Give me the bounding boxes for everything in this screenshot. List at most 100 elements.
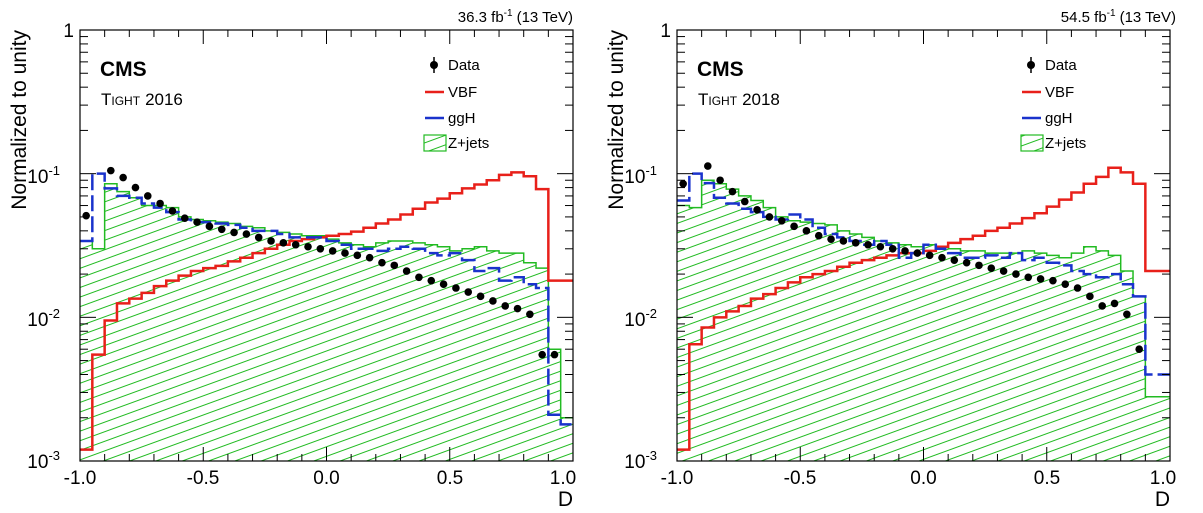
y-axis-title-left: Normalized to unity [8, 30, 31, 210]
legend-entry-data: Data [1027, 57, 1077, 74]
zjets-outline-right [677, 179, 1170, 398]
data-point [538, 350, 546, 359]
data-point [1135, 345, 1143, 354]
lumi-label-left: 36.3 fb-1 (13 TeV) [458, 8, 573, 26]
data-point [439, 280, 448, 289]
data-point [802, 227, 811, 235]
x-tick-label: 0.5 [437, 468, 463, 489]
plot-area-left [80, 166, 573, 461]
data-point [390, 261, 399, 270]
data-point [131, 183, 140, 192]
data-point [476, 292, 485, 301]
data-point [353, 251, 362, 260]
data-point [193, 218, 201, 226]
data-point [901, 247, 909, 255]
panel-left: 36.3 fb-1 (13 TeV) 1 10-1 10-2 10-3 -1.0 … [8, 8, 576, 511]
ggh-histogram-left [80, 172, 573, 426]
data-point [291, 240, 300, 249]
y-tick-labels-left: 1 10-1 10-2 10-3 [27, 21, 74, 473]
data-point [962, 258, 971, 267]
data-point [1110, 299, 1119, 308]
data-point [365, 253, 374, 262]
data-point [526, 310, 534, 319]
data-point [864, 240, 872, 249]
data-point [230, 228, 238, 237]
data-point [304, 242, 312, 251]
data-point [814, 231, 823, 240]
legend-label-data: Data [1045, 57, 1077, 74]
legend-right: Data VBF ggH Z+jets [1020, 57, 1086, 152]
data-point [679, 180, 687, 188]
data-point [156, 199, 164, 208]
legend-entry-ggh: ggH [1022, 110, 1073, 127]
plot-area-right [677, 162, 1170, 461]
data-point [267, 237, 275, 245]
data-point [999, 267, 1008, 275]
legend-label-vbf: VBF [448, 84, 477, 101]
data-point [1049, 276, 1057, 285]
legend-entry-zjets: Z+jets [423, 134, 489, 152]
data-point [839, 237, 848, 245]
y-tick-label: 1 [63, 21, 74, 42]
x-tick-label: 0.0 [313, 468, 339, 489]
x-tick-labels-left: -1.0 -0.5 0.0 0.5 1.0 [64, 468, 577, 489]
data-point [378, 258, 386, 267]
legend-label-zjets: Z+jets [448, 135, 489, 152]
data-point [1024, 273, 1033, 282]
data-point [205, 222, 214, 231]
data-point [716, 176, 724, 185]
data-point [107, 166, 115, 175]
x-tick-label: -1.0 [661, 468, 694, 489]
x-tick-label: 0.5 [1034, 468, 1060, 489]
legend-label-data: Data [448, 57, 480, 74]
y-tick-label: 10-3 [624, 448, 657, 473]
legend-label-vbf: VBF [1045, 84, 1074, 101]
data-point [119, 173, 127, 182]
data-point [254, 233, 263, 242]
axis-ticks-left [79, 30, 574, 462]
legend-entry-vbf: VBF [1022, 84, 1074, 101]
data-point [316, 244, 325, 253]
legend-marker-zjets [423, 134, 447, 152]
legend-entry-zjets: Z+jets [1020, 134, 1086, 152]
data-point [550, 350, 559, 359]
data-point [987, 264, 996, 272]
experiment-label-right: CMS [697, 58, 744, 81]
data-point [827, 235, 835, 243]
data-point [341, 249, 349, 257]
y-tick-label: 10-3 [27, 448, 60, 473]
data-point [975, 261, 983, 270]
data-point [925, 251, 934, 260]
x-tick-label: 1.0 [550, 468, 576, 489]
data-point [1036, 275, 1045, 283]
data-point [851, 239, 860, 247]
x-tick-label: -0.5 [187, 468, 220, 489]
x-axis-title-right: D [1155, 488, 1170, 511]
data-point [765, 213, 774, 221]
data-point [168, 207, 177, 215]
axis-ticks-right [676, 30, 1171, 462]
data-point [180, 214, 189, 222]
zjets-histogram-right [677, 180, 1170, 461]
legend-entry-ggh: ggH [425, 110, 476, 127]
data-point [888, 244, 897, 253]
y-tick-label: 10-2 [27, 306, 60, 331]
data-point [790, 222, 798, 231]
legend-label-ggh: ggH [1045, 110, 1073, 127]
data-point [242, 230, 251, 238]
legend-label-ggh: ggH [448, 110, 476, 127]
y-tick-labels-right: 1 10-1 10-2 10-3 [624, 21, 671, 473]
x-tick-label: -1.0 [64, 468, 97, 489]
x-tick-labels-right: -1.0 -0.5 0.0 0.5 1.0 [661, 468, 1177, 489]
data-point [938, 253, 946, 262]
data-point [402, 267, 411, 275]
legend-label-zjets: Z+jets [1045, 135, 1086, 152]
data-point [950, 256, 959, 264]
data-point [876, 242, 885, 251]
data-point [513, 304, 522, 313]
category-label-right: TIGHT 2018 [698, 90, 780, 109]
x-tick-label: 0.0 [910, 468, 936, 489]
legend-entry-vbf: VBF [425, 84, 477, 101]
data-point [328, 247, 337, 255]
